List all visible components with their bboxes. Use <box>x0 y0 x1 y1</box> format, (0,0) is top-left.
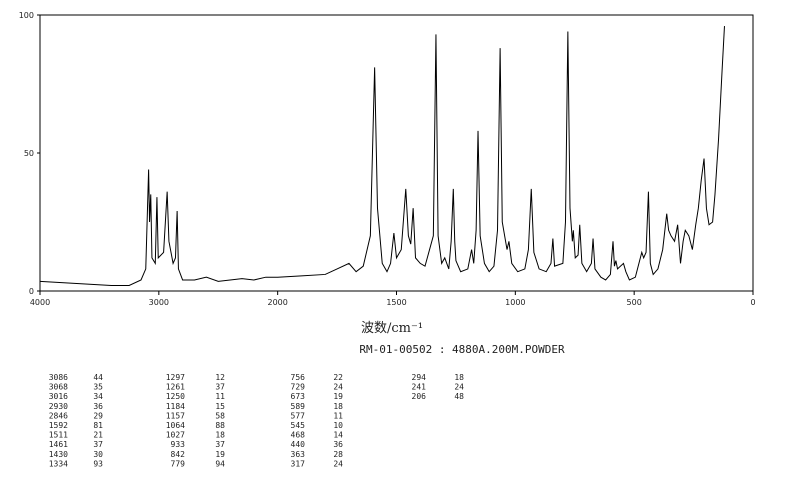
peak-wavenumber: 468 <box>291 431 306 440</box>
x-tick-label: 1500 <box>386 298 406 307</box>
peak-intensity: 22 <box>333 373 343 382</box>
peak-intensity: 36 <box>333 440 343 449</box>
peak-intensity: 34 <box>93 392 103 401</box>
peak-wavenumber: 294 <box>412 373 427 382</box>
peak-intensity: 48 <box>454 392 464 401</box>
peak-intensity: 11 <box>215 392 225 401</box>
peak-intensity: 19 <box>215 450 225 459</box>
peak-intensity: 28 <box>333 450 343 459</box>
peak-intensity: 19 <box>333 392 343 401</box>
peak-wavenumber: 842 <box>171 450 186 459</box>
peak-intensity: 30 <box>93 450 103 459</box>
peak-intensity: 88 <box>215 421 225 430</box>
peak-intensity: 36 <box>93 402 103 411</box>
peak-intensity: 94 <box>215 459 225 468</box>
x-tick-label: 3000 <box>149 298 169 307</box>
peak-intensity: 24 <box>454 383 464 392</box>
peak-intensity: 12 <box>215 373 225 382</box>
peak-wavenumber: 1250 <box>166 392 185 401</box>
x-tick-label: 500 <box>627 298 642 307</box>
peak-intensity: 14 <box>333 431 343 440</box>
peak-wavenumber: 729 <box>291 383 306 392</box>
peak-wavenumber: 1334 <box>49 459 68 468</box>
subtitle: RM-01-00502 : 4880A.200M.POWDER <box>359 343 565 356</box>
peak-wavenumber: 756 <box>291 373 306 382</box>
peak-intensity: 15 <box>215 402 225 411</box>
peak-wavenumber: 673 <box>291 392 306 401</box>
peak-intensity: 37 <box>215 440 225 449</box>
peak-wavenumber: 317 <box>291 459 306 468</box>
peak-wavenumber: 2930 <box>49 402 68 411</box>
peak-wavenumber: 241 <box>412 383 427 392</box>
peak-wavenumber: 2846 <box>49 411 68 420</box>
peak-wavenumber: 1064 <box>166 421 185 430</box>
peak-intensity: 10 <box>333 421 343 430</box>
peak-intensity: 37 <box>93 440 103 449</box>
peak-intensity: 93 <box>93 459 103 468</box>
peak-intensity: 24 <box>333 459 343 468</box>
peak-intensity: 18 <box>215 431 225 440</box>
peak-wavenumber: 206 <box>412 392 427 401</box>
peak-intensity: 37 <box>215 383 225 392</box>
peak-wavenumber: 1261 <box>166 383 185 392</box>
peak-wavenumber: 1297 <box>166 373 185 382</box>
y-tick-label: 50 <box>24 149 34 158</box>
x-tick-label: 2000 <box>267 298 287 307</box>
y-tick-label: 100 <box>19 11 34 20</box>
peak-wavenumber: 1184 <box>166 402 185 411</box>
x-tick-label: 1000 <box>505 298 525 307</box>
peak-intensity: 21 <box>93 431 103 440</box>
peak-wavenumber: 545 <box>291 421 306 430</box>
x-tick-label: 0 <box>750 298 755 307</box>
peak-wavenumber: 1027 <box>166 431 185 440</box>
peak-wavenumber: 589 <box>291 402 306 411</box>
peak-intensity: 24 <box>333 383 343 392</box>
peak-wavenumber: 1511 <box>49 431 68 440</box>
peak-wavenumber: 1461 <box>49 440 68 449</box>
peak-wavenumber: 3086 <box>49 373 68 382</box>
peak-intensity: 18 <box>333 402 343 411</box>
peak-wavenumber: 933 <box>171 440 186 449</box>
peak-wavenumber: 3016 <box>49 392 68 401</box>
peak-wavenumber: 3068 <box>49 383 68 392</box>
peak-intensity: 35 <box>93 383 103 392</box>
peak-wavenumber: 1592 <box>49 421 68 430</box>
peak-intensity: 18 <box>454 373 464 382</box>
peak-wavenumber: 363 <box>291 450 306 459</box>
peak-intensity: 44 <box>93 373 103 382</box>
y-tick-label: 0 <box>29 287 34 296</box>
peak-wavenumber: 1430 <box>49 450 68 459</box>
peak-wavenumber: 779 <box>171 459 186 468</box>
x-axis-label: 波数/cm⁻¹ <box>361 321 423 336</box>
peak-intensity: 11 <box>333 411 343 420</box>
x-tick-label: 4000 <box>30 298 50 307</box>
peak-intensity: 29 <box>93 411 103 420</box>
spectrum-line <box>39 26 725 286</box>
peak-intensity: 58 <box>215 411 225 420</box>
peak-wavenumber: 440 <box>291 440 306 449</box>
peak-intensity: 81 <box>93 421 103 430</box>
peak-wavenumber: 1157 <box>166 411 185 420</box>
peak-wavenumber: 577 <box>291 411 306 420</box>
